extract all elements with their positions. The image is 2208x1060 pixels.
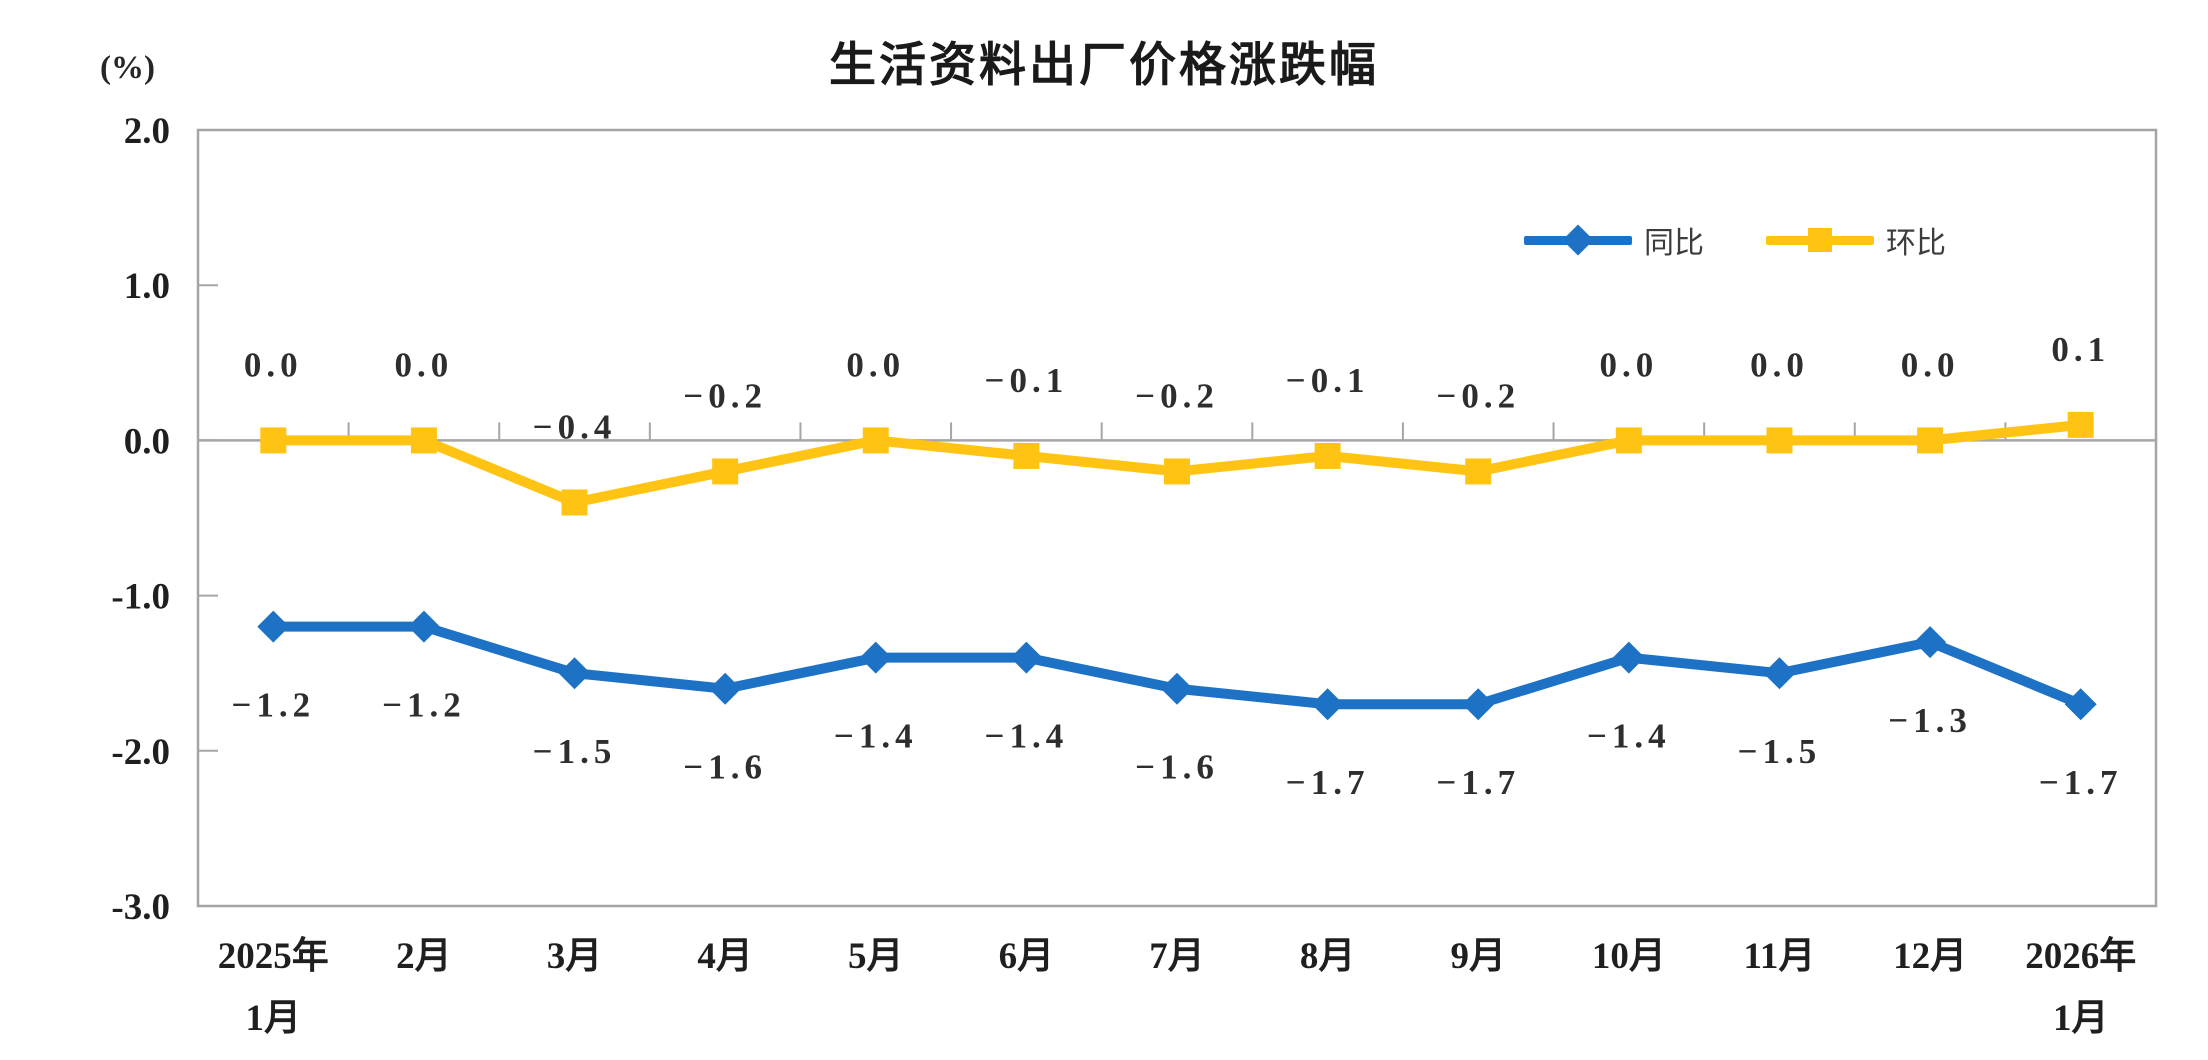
- x-axis-tick-label: 2026年 1月: [2025, 935, 2136, 1039]
- series-1-marker: [561, 489, 588, 516]
- series-1-marker: [410, 427, 437, 454]
- series-1-marker: [1164, 458, 1190, 485]
- huanbi-line-square-icon: [1766, 228, 1874, 252]
- series-1-data-label: 0.0: [1901, 345, 1960, 384]
- series-0-data-label: −1.5: [533, 732, 617, 771]
- series-1-data-label: −0.1: [1286, 361, 1370, 400]
- y-axis-tick-label: 1.0: [124, 266, 170, 307]
- series-1-marker: [862, 427, 889, 454]
- series-0-marker: [859, 641, 892, 674]
- series-0-marker: [407, 610, 440, 643]
- series-1-data-label: 0.0: [395, 345, 454, 384]
- series-1-data-label: 0.0: [846, 345, 905, 384]
- series-1-data-label: −0.1: [985, 361, 1069, 400]
- x-axis-tick-label: 10月: [1592, 936, 1666, 977]
- x-axis-tick-label: 11月: [1743, 936, 1815, 977]
- series-0-data-label: −1.6: [1135, 748, 1219, 787]
- series-1-marker: [712, 458, 739, 485]
- series-1-marker: [1615, 427, 1642, 454]
- y-axis-tick-label: -1.0: [111, 577, 170, 618]
- series-0-data-label: −1.4: [1587, 717, 1671, 756]
- y-axis-tick-label: -3.0: [111, 887, 170, 928]
- y-axis-tick-label: 0.0: [124, 421, 170, 462]
- x-axis-tick-label: 5月: [848, 936, 904, 977]
- legend-label-huanbi: 环比: [1886, 227, 1946, 260]
- x-axis-tick-label: 2月: [396, 936, 452, 977]
- series-1-data-label: 0.0: [244, 345, 303, 384]
- series-0-marker: [558, 657, 591, 690]
- series-0-marker: [257, 610, 290, 643]
- series-1-marker: [1013, 442, 1040, 469]
- x-axis-tick-label: 8月: [1300, 936, 1356, 977]
- legend-item-tongbi: 同比: [1524, 218, 1704, 262]
- x-axis-tick-label: 9月: [1450, 936, 1506, 977]
- legend-item-huanbi: 环比: [1766, 218, 1946, 262]
- square-marker-icon: [1808, 228, 1832, 252]
- x-axis-tick-label: 4月: [697, 936, 753, 977]
- series-1-data-label: 0.1: [2051, 330, 2110, 369]
- x-axis-tick-label: 12月: [1893, 936, 1967, 977]
- series-0-marker: [1010, 641, 1043, 674]
- series-0-marker: [709, 672, 742, 705]
- series-0-data-label: −1.6: [683, 748, 767, 787]
- series-0-data-label: −1.5: [1738, 732, 1822, 771]
- series-1-marker: [260, 427, 287, 454]
- chart-legend: 同比 环比: [1524, 218, 1946, 262]
- y-axis-unit-label: (%): [100, 50, 155, 86]
- y-axis-tick-label: 2.0: [124, 111, 170, 152]
- series-0-data-label: −1.4: [834, 717, 918, 756]
- series-0-marker: [1612, 641, 1645, 674]
- series-1-data-label: 0.0: [1750, 345, 1809, 384]
- series-0-data-label: −1.7: [1436, 763, 1520, 802]
- plot-border: [196, 128, 2158, 908]
- series-0-marker: [1462, 688, 1495, 721]
- series-1-data-label: −0.2: [1436, 376, 1520, 415]
- x-axis-tick-label: 3月: [547, 936, 603, 977]
- legend-label-tongbi: 同比: [1644, 227, 1704, 260]
- series-0-data-label: −1.2: [382, 686, 466, 725]
- series-0-marker: [1914, 626, 1947, 659]
- series-1-marker: [1917, 427, 1944, 454]
- series-1-data-label: −0.2: [1135, 376, 1219, 415]
- series-0-data-label: −1.7: [1286, 763, 1370, 802]
- series-1-marker: [1465, 458, 1492, 485]
- x-axis-tick-label: 7月: [1149, 936, 1205, 977]
- x-axis-tick-label: 6月: [999, 936, 1055, 977]
- series-0-data-label: −1.2: [231, 686, 315, 725]
- x-axis-tick-label: 2025年 1月: [218, 935, 329, 1039]
- series-1-marker: [1314, 442, 1341, 469]
- y-axis-tick-label: -2.0: [111, 732, 170, 773]
- chart-title: 生活资料出厂价格涨跌幅: [829, 38, 1379, 91]
- diamond-marker-icon: [1562, 224, 1594, 256]
- series-1-data-label: 0.0: [1599, 345, 1658, 384]
- series-1-data-label: −0.2: [683, 376, 767, 415]
- series-0-data-label: −1.7: [2039, 763, 2123, 802]
- series-1-marker: [1766, 427, 1793, 454]
- series-1-data-label: −0.4: [533, 407, 617, 446]
- series-0-marker: [2064, 688, 2097, 721]
- series-0-data-label: −1.3: [1888, 701, 1972, 740]
- series-1-marker: [2067, 411, 2094, 438]
- tongbi-line-diamond-icon: [1524, 224, 1632, 256]
- series-0-marker: [1161, 672, 1193, 705]
- series-0-marker: [1763, 657, 1796, 690]
- series-0-marker: [1311, 688, 1344, 721]
- series-0-data-label: −1.4: [985, 717, 1069, 756]
